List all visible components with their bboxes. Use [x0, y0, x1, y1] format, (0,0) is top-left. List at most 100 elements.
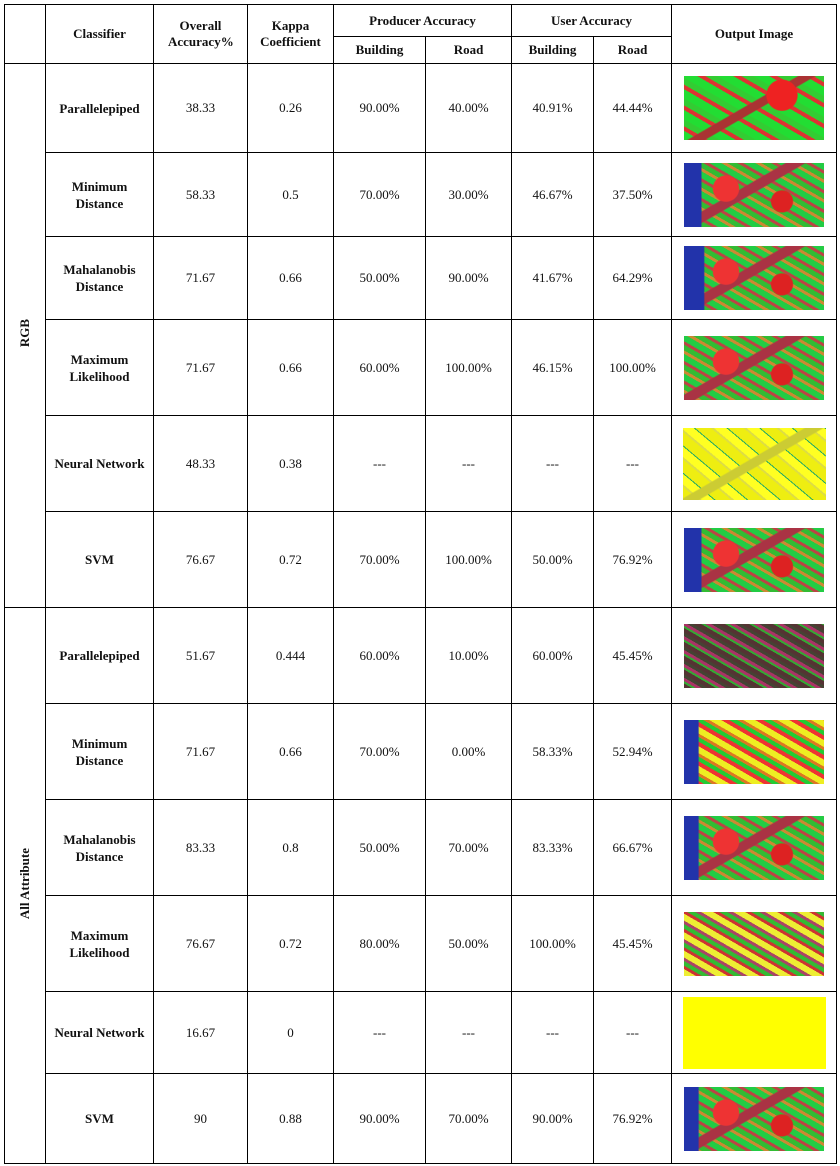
value-cell: 41.67% [511, 236, 594, 320]
value-cell: 0.66 [247, 703, 334, 800]
image-cell [671, 607, 838, 704]
value-cell: 71.67 [153, 319, 248, 416]
subheader-cell: Road [425, 36, 512, 64]
output-image [684, 162, 825, 227]
value-cell: --- [333, 991, 426, 1074]
table-row: Maximum Likelihood 71.67 0.66 60.00% 100.00%… [5, 319, 838, 416]
value-cell: 76.92% [592, 511, 673, 608]
value-cell: 0.72 [247, 511, 334, 608]
value-cell: 0.88 [247, 1073, 334, 1164]
header-cell: Overall Accuracy% [153, 4, 248, 64]
output-image [684, 76, 825, 140]
value-cell: 100.00% [511, 895, 594, 992]
value-cell: 60.00% [333, 607, 426, 704]
output-image [684, 911, 825, 976]
value-cell: 50.00% [333, 236, 426, 320]
value-cell: 90.00% [333, 1073, 426, 1164]
image-cell [671, 415, 838, 512]
table-row: Minimum Distance 58.33 0.5 70.00% 30.00% 46.6… [5, 152, 838, 237]
value-cell: 0.72 [247, 895, 334, 992]
classifier-cell: Parallelepiped [45, 63, 154, 153]
output-image [684, 335, 825, 400]
table-body: RGB Parallelepiped 38.33 0.26 90.00% 40.00% 40… [4, 63, 838, 1164]
value-cell: --- [511, 991, 594, 1074]
value-cell: 46.15% [511, 319, 594, 416]
value-cell: 40.00% [425, 63, 512, 153]
value-cell: 58.33% [511, 703, 594, 800]
value-cell: 50.00% [425, 895, 512, 992]
image-cell [671, 63, 838, 153]
value-cell: 38.33 [153, 63, 248, 153]
image-cell [671, 991, 838, 1074]
classifier-cell: Minimum Distance [45, 152, 154, 237]
value-cell: 0.00% [425, 703, 512, 800]
value-cell: 50.00% [333, 799, 426, 896]
header-cell: Output Image [671, 4, 838, 64]
value-cell: --- [333, 415, 426, 512]
value-cell: 52.94% [592, 703, 673, 800]
value-cell: 0.66 [247, 319, 334, 416]
value-cell: 71.67 [153, 236, 248, 320]
table-row: Neural Network 48.33 0.38 --- --- --- --- [5, 415, 838, 512]
image-cell [671, 1073, 838, 1164]
value-cell: 10.00% [425, 607, 512, 704]
group-cell: All Attribute [4, 607, 46, 1164]
value-cell: 100.00% [425, 511, 512, 608]
classifier-cell: Maximum Likelihood [45, 895, 154, 992]
value-cell: 0.38 [247, 415, 334, 512]
image-cell [671, 319, 838, 416]
value-cell: 100.00% [592, 319, 673, 416]
header-cell: Kappa Coefficient [247, 4, 334, 64]
value-cell: 0.26 [247, 63, 334, 153]
value-cell: --- [592, 415, 673, 512]
table-row: Neural Network 16.67 0 --- --- --- --- [5, 991, 838, 1074]
value-cell: 76.92% [592, 1073, 673, 1164]
header-cell: Producer Accuracy [333, 4, 512, 37]
table-row: SVM 90 0.88 90.00% 70.00% 90.00% 76.92% [5, 1073, 838, 1164]
value-cell: 83.33 [153, 799, 248, 896]
subheader-cell: Building [333, 36, 426, 64]
image-cell [671, 152, 838, 237]
output-image [684, 623, 825, 688]
value-cell: --- [425, 415, 512, 512]
table-row: Mahalanobis Distance 83.33 0.8 50.00% 70.00%… [5, 799, 838, 896]
table-row: Mahalanobis Distance 71.67 0.66 50.00% 90.00… [5, 236, 838, 320]
value-cell: 16.67 [153, 991, 248, 1074]
value-cell: 90.00% [511, 1073, 594, 1164]
value-cell: 40.91% [511, 63, 594, 153]
classifier-cell: Maximum Likelihood [45, 319, 154, 416]
value-cell: 70.00% [425, 799, 512, 896]
value-cell: 90.00% [425, 236, 512, 320]
value-cell: 46.67% [511, 152, 594, 237]
value-cell: 76.67 [153, 895, 248, 992]
value-cell: --- [511, 415, 594, 512]
group-cell: RGB [4, 63, 46, 608]
classifier-cell: Minimum Distance [45, 703, 154, 800]
header-cell: Classifier [45, 4, 154, 64]
value-cell: 45.45% [592, 895, 673, 992]
value-cell: 60.00% [511, 607, 594, 704]
value-cell: 0.5 [247, 152, 334, 237]
image-cell [671, 799, 838, 896]
subheader-cell: Road [592, 36, 673, 64]
classifier-cell: Neural Network [45, 991, 154, 1074]
value-cell: 60.00% [333, 319, 426, 416]
value-cell: 30.00% [425, 152, 512, 237]
value-cell: 70.00% [425, 1073, 512, 1164]
value-cell: 70.00% [333, 152, 426, 237]
value-cell: 90.00% [333, 63, 426, 153]
value-cell: 80.00% [333, 895, 426, 992]
value-cell: 76.67 [153, 511, 248, 608]
output-image [684, 815, 825, 880]
table-row: Maximum Likelihood 76.67 0.72 80.00% 50.00% 1… [5, 895, 838, 992]
classifier-cell: Parallelepiped [45, 607, 154, 704]
value-cell: 70.00% [333, 703, 426, 800]
value-cell: 100.00% [425, 319, 512, 416]
value-cell: 90 [153, 1073, 248, 1164]
value-cell: 0 [247, 991, 334, 1074]
value-cell: 83.33% [511, 799, 594, 896]
value-cell: --- [592, 991, 673, 1074]
value-cell: 0.444 [247, 607, 334, 704]
table-row: All Attribute Parallelepiped 51.67 0.444 60.… [4, 607, 838, 1164]
